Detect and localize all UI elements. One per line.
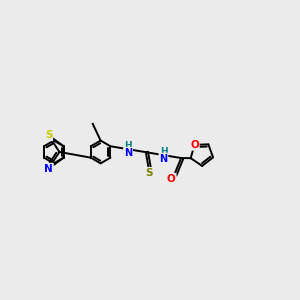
Text: H: H <box>160 147 167 156</box>
Text: O: O <box>190 140 199 150</box>
Text: N: N <box>159 154 167 164</box>
Text: S: S <box>145 168 152 178</box>
Text: O: O <box>167 174 176 184</box>
Text: N: N <box>44 164 53 174</box>
Text: H: H <box>124 141 132 150</box>
Text: S: S <box>45 130 52 140</box>
Text: N: N <box>124 148 132 158</box>
